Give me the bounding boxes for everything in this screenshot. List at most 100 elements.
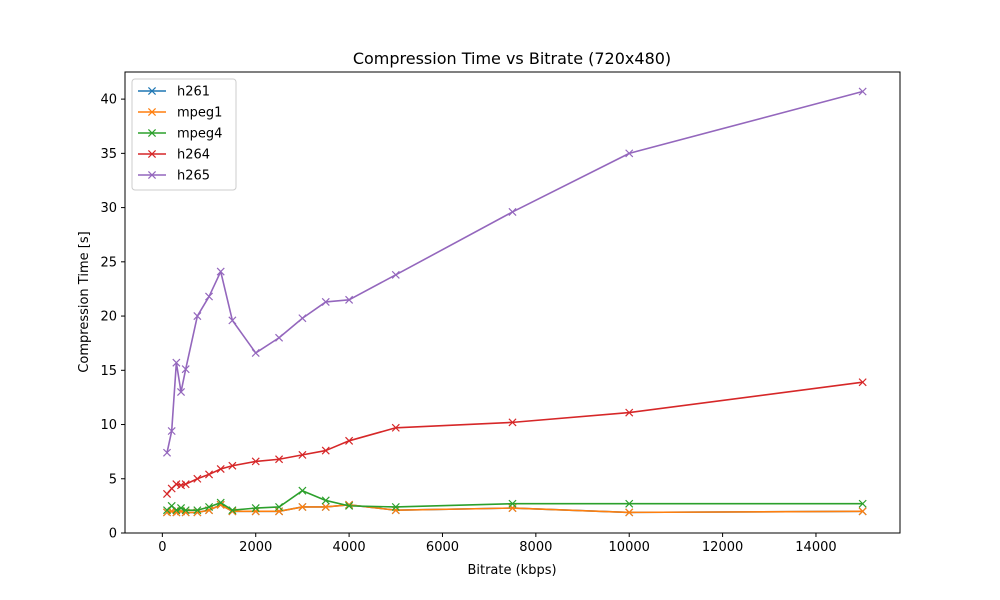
series-line	[166, 381, 863, 495]
data-point	[162, 508, 172, 517]
plot-area	[162, 87, 867, 517]
legend-label: h265	[177, 169, 210, 184]
data-point	[205, 292, 214, 301]
legend: h261 mpeg1 mpeg4 h264 h265	[131, 78, 237, 191]
x-tick-label: 0	[158, 540, 166, 555]
series-line	[166, 489, 863, 512]
data-point	[625, 499, 634, 508]
x-tick-label: 14000	[795, 540, 836, 555]
y-tick-label: 0	[109, 527, 117, 542]
data-point	[391, 502, 400, 511]
data-point	[176, 504, 186, 513]
data-point	[193, 506, 202, 515]
data-point	[321, 297, 330, 306]
data-point	[176, 481, 186, 490]
data-point	[391, 423, 400, 432]
data-point	[321, 446, 330, 455]
legend-marker	[147, 170, 157, 180]
data-point	[508, 418, 517, 427]
legend-label: mpeg1	[177, 106, 222, 121]
data-point	[228, 506, 237, 515]
y-axis-label: Compression Time [s]	[77, 231, 92, 372]
data-point	[251, 348, 260, 357]
x-tick-label: 12000	[702, 540, 743, 555]
data-point	[321, 496, 330, 505]
data-point	[298, 502, 307, 511]
x-tick-label: 2000	[239, 540, 272, 555]
data-point	[858, 499, 867, 508]
data-point	[625, 149, 634, 158]
legend-box	[131, 78, 237, 191]
legend-label: mpeg4	[177, 127, 222, 142]
data-point	[176, 387, 186, 397]
x-tick-label: 10000	[609, 540, 650, 555]
legend-item-mpeg4: mpeg4	[138, 127, 222, 142]
data-point	[391, 270, 400, 279]
plot-frame	[124, 71, 901, 534]
data-point	[275, 333, 284, 342]
data-point	[345, 295, 354, 304]
y-tick-label: 35	[100, 147, 117, 162]
legend-item-mpeg1: mpeg1	[138, 106, 222, 121]
legend-marker	[147, 86, 157, 96]
data-point	[508, 207, 517, 216]
y-axis: 0 5 10 15 20 25 30 35 40	[100, 93, 125, 542]
data-point	[625, 408, 634, 417]
data-point	[251, 457, 260, 466]
data-point	[298, 314, 307, 323]
data-point	[858, 87, 867, 96]
data-point	[172, 480, 181, 489]
x-axis: 0 2000 4000 6000 8000 10000 12000 14000	[158, 533, 837, 555]
data-point	[345, 500, 354, 509]
y-tick-label: 30	[100, 201, 117, 216]
x-tick-label: 4000	[333, 540, 366, 555]
data-point	[858, 507, 867, 516]
y-tick-label: 10	[100, 418, 117, 433]
data-point	[275, 455, 284, 464]
data-point	[275, 502, 284, 511]
data-point	[228, 461, 237, 470]
chart-title: Compression Time vs Bitrate (720x480)	[353, 49, 671, 68]
legend-marker	[147, 128, 157, 138]
data-point	[391, 506, 400, 515]
x-tick-label: 8000	[519, 540, 552, 555]
data-point	[321, 502, 330, 511]
data-point	[181, 365, 190, 374]
data-point	[345, 436, 354, 445]
data-point	[167, 427, 176, 436]
data-point	[298, 450, 307, 459]
data-point	[216, 464, 225, 474]
data-point	[172, 506, 181, 515]
legend-marker	[147, 149, 157, 159]
data-point	[508, 499, 517, 508]
data-point	[193, 474, 202, 483]
series-h264	[162, 378, 867, 498]
data-point	[625, 508, 634, 517]
y-tick-label: 25	[100, 255, 117, 270]
data-point	[205, 470, 214, 479]
legend-item-h261: h261	[138, 85, 210, 100]
data-point	[162, 448, 172, 457]
series-mpeg1	[162, 500, 867, 517]
y-tick-label: 15	[100, 364, 117, 379]
data-point	[193, 312, 202, 321]
data-point	[216, 500, 225, 509]
y-tick-label: 40	[100, 93, 117, 108]
data-point	[345, 501, 354, 510]
x-axis-label: Bitrate (kbps)	[467, 563, 556, 578]
data-point	[251, 504, 260, 513]
y-tick-label: 5	[109, 472, 117, 487]
data-point	[216, 498, 225, 507]
data-point	[205, 502, 214, 511]
data-point	[298, 486, 307, 495]
data-point	[172, 358, 181, 367]
y-tick-label: 20	[100, 310, 117, 325]
series-h265	[162, 87, 867, 457]
legend-label: h261	[177, 85, 210, 100]
series-line	[166, 90, 863, 453]
legend-marker	[147, 107, 157, 117]
legend-item-h264: h264	[138, 148, 210, 163]
legend-item-h265: h265	[138, 169, 210, 184]
series-mpeg4	[162, 486, 867, 515]
